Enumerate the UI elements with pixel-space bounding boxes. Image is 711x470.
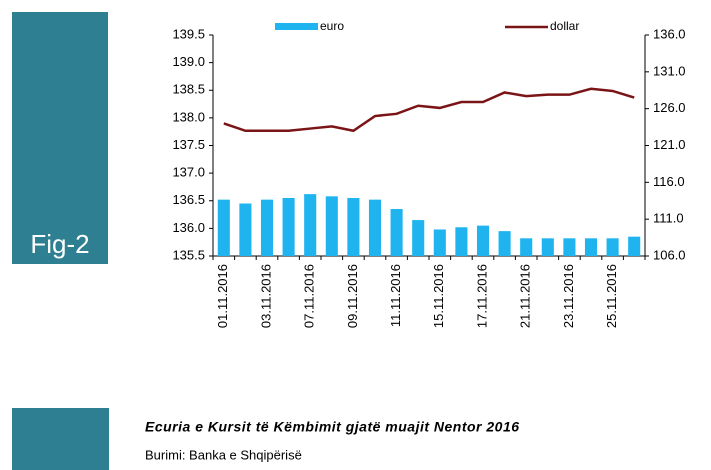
y2-tick-label: 121.0 xyxy=(653,137,686,152)
x-tick-label: 25.11.2016 xyxy=(604,264,619,328)
bar xyxy=(584,238,598,256)
x-tick-label: 09.11.2016 xyxy=(345,264,360,328)
x-tick-label: 01.11.2016 xyxy=(215,264,230,328)
y2-tick-label: 106.0 xyxy=(653,247,686,262)
x-tick-label: 11.11.2016 xyxy=(388,264,403,327)
bar xyxy=(563,238,576,256)
side-panel xyxy=(12,12,108,264)
bar xyxy=(606,238,619,256)
bar xyxy=(541,238,554,256)
x-tick-label: 23.11.2016 xyxy=(561,264,576,328)
bar xyxy=(498,231,511,256)
bar xyxy=(433,229,446,256)
source: Burimi: Banka e Shqipërisë xyxy=(145,447,302,462)
bar xyxy=(347,197,360,256)
caption: Ecuria e Kursit të Këmbimit gjatë muajit… xyxy=(145,419,520,435)
bar xyxy=(628,236,641,256)
legend-swatch xyxy=(275,23,318,30)
y-tick-label: 137.5 xyxy=(172,137,205,152)
side-panel-bottom xyxy=(12,408,109,470)
y2-tick-label: 116.0 xyxy=(653,174,685,189)
bar xyxy=(390,209,403,256)
y-tick-label: 139.5 xyxy=(172,26,205,41)
y-tick-label: 138.0 xyxy=(172,109,205,124)
x-tick-label: 03.11.2016 xyxy=(258,264,273,328)
y2-tick-label: 131.0 xyxy=(653,63,686,78)
y-tick-label: 139.0 xyxy=(172,54,205,69)
bar xyxy=(520,238,533,256)
y-tick-label: 137.0 xyxy=(172,165,205,180)
bar xyxy=(217,199,230,256)
bar xyxy=(476,225,490,256)
bar xyxy=(304,194,317,256)
y2-tick-label: 126.0 xyxy=(653,100,686,115)
bar xyxy=(260,199,274,256)
bar xyxy=(412,220,425,256)
line xyxy=(223,87,635,133)
y-tick-label: 135.5 xyxy=(172,247,205,262)
y2-tick-label: 136.0 xyxy=(653,26,686,41)
y-tick-label: 138.5 xyxy=(172,82,205,97)
y-tick-label: 136.5 xyxy=(172,192,205,207)
bar xyxy=(239,203,252,256)
y2-tick-label: 111.0 xyxy=(653,211,684,226)
legend-label: dollar xyxy=(550,19,579,33)
bar xyxy=(455,227,468,256)
legend-label: euro xyxy=(320,19,344,33)
bar xyxy=(368,199,382,256)
fig-label: Fig-2 xyxy=(30,229,89,259)
x-tick-label: 07.11.2016 xyxy=(302,264,317,328)
y-tick-label: 136.0 xyxy=(172,220,205,235)
x-tick-label: 21.11.2016 xyxy=(518,264,533,328)
bar xyxy=(282,197,295,256)
x-tick-label: 15.11.2016 xyxy=(431,264,446,328)
x-tick-label: 17.11.2016 xyxy=(474,264,489,328)
bar xyxy=(325,196,338,256)
